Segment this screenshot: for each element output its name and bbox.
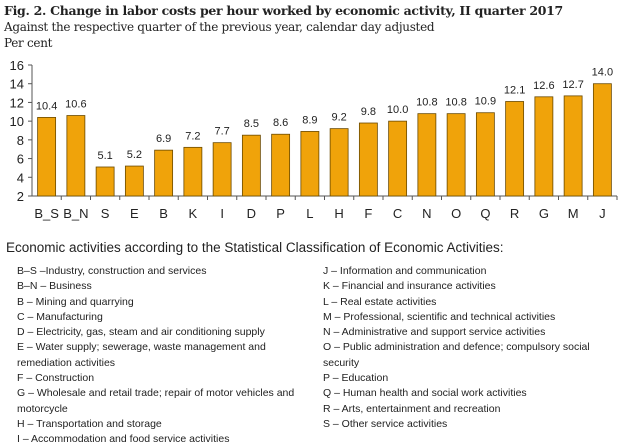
bar-G: [534, 96, 554, 197]
unit-label: Per cent: [4, 36, 53, 50]
legend-item: S – Other service activities: [323, 417, 448, 430]
x-tick-label: S: [101, 206, 110, 221]
legend-item: R – Arts, entertainment and recreation: [323, 402, 501, 415]
legend-item: K – Financial and insurance activities: [323, 280, 496, 293]
y-tick-label: 4: [17, 170, 24, 185]
bar-B: [154, 149, 174, 197]
bar-value-label: 8.9: [302, 114, 317, 126]
bar-value-label: 9.2: [331, 112, 346, 124]
legend-item: F – Construction: [17, 372, 95, 385]
y-tick-label: 16: [10, 58, 24, 73]
x-tick-label: K: [189, 206, 198, 221]
x-tick-label: B_N: [63, 206, 88, 221]
bar-value-label: 10.0: [387, 104, 408, 116]
legend-item: B – Mining and quarrying: [17, 295, 134, 308]
legend-item: I – Accommodation and food service activ…: [17, 433, 230, 446]
legend-left-column: B–S –Industry, construction and services…: [17, 264, 317, 448]
legend-item: J – Information and communication: [323, 265, 487, 277]
bar-P: [271, 133, 291, 197]
y-tick-label: 2: [17, 189, 24, 204]
bar-I: [212, 142, 232, 197]
bar-B_N: [66, 115, 86, 197]
x-tick-label: B: [159, 206, 168, 221]
bar-B_S: [37, 117, 57, 197]
bar-D: [241, 134, 261, 197]
bar-value-label: 12.1: [504, 84, 525, 96]
bar-Q: [475, 112, 495, 197]
bar-E: [124, 165, 144, 197]
legend-item: N – Administrative and support service a…: [323, 326, 546, 339]
legend-item: G – Wholesale and retail trade; repair o…: [17, 387, 295, 415]
x-tick-label: G: [539, 206, 549, 221]
legend-item: H – Transportation and storage: [17, 417, 162, 430]
bar-value-label: 9.8: [361, 106, 376, 118]
y-tick-label: 14: [10, 77, 24, 92]
bar-F: [358, 122, 378, 197]
x-tick-label: E: [130, 206, 139, 221]
chart-subtitle: Against the respective quarter of the pr…: [4, 20, 435, 34]
bar-value-label: 10.4: [36, 100, 57, 112]
bar-value-label: 8.5: [244, 118, 259, 130]
x-tick-label: I: [220, 206, 224, 221]
y-tick-label: 8: [17, 133, 24, 148]
bar-value-label: 5.1: [97, 150, 112, 162]
bar-value-label: 5.2: [127, 149, 142, 161]
bar-C: [388, 120, 408, 197]
bar-value-label: 12.6: [533, 80, 554, 92]
x-tick-label: C: [393, 206, 402, 221]
bar-M: [563, 95, 583, 197]
bar-value-label: 10.6: [65, 99, 86, 111]
chart-title: Fig. 2. Change in labor costs per hour w…: [4, 3, 563, 18]
x-tick-label: P: [276, 206, 285, 221]
bar-H: [329, 128, 349, 197]
legend-item: B–S –Industry, construction and services: [17, 265, 207, 277]
y-tick-label: 10: [10, 114, 24, 129]
bar-L: [300, 131, 320, 197]
legend-item: P – Education: [323, 372, 389, 385]
bar-value-label: 8.6: [273, 117, 288, 129]
bar-value-label: 12.7: [562, 79, 583, 91]
y-tick-label: 6: [17, 152, 24, 167]
x-tick-label: H: [334, 206, 343, 221]
legend-item: L – Real estate activities: [323, 295, 437, 308]
x-tick-label: N: [422, 206, 431, 221]
x-tick-label: F: [364, 206, 372, 221]
bar-value-label: 10.9: [475, 96, 496, 108]
legend-item: B–N – Business: [17, 280, 92, 293]
bar-J: [592, 83, 612, 197]
bar-O: [446, 113, 466, 197]
bar-N: [417, 113, 437, 197]
x-tick-label: J: [599, 206, 606, 221]
x-tick-label: B_S: [34, 206, 59, 221]
x-tick-label: Q: [480, 206, 490, 221]
bar-R: [505, 101, 525, 197]
x-tick-label: M: [568, 206, 579, 221]
legend-right-column: J – Information and communication K – Fin…: [323, 264, 618, 432]
legend-item: O – Public administration and defence; c…: [323, 341, 590, 369]
legend-item: D – Electricity, gas, steam and air cond…: [17, 326, 265, 339]
legend-item: Q – Human health and social work activit…: [323, 387, 527, 400]
x-tick-label: O: [451, 206, 461, 221]
bar-K: [183, 146, 203, 197]
legend-item: E – Water supply; sewerage, waste manage…: [17, 341, 266, 369]
bar-value-label: 7.7: [214, 126, 229, 138]
bar-value-label: 10.8: [416, 97, 437, 109]
x-tick-label: D: [247, 206, 256, 221]
legend-item: M – Professional, scientific and technic…: [323, 310, 556, 323]
bar-value-label: 10.8: [445, 97, 466, 109]
bar-S: [95, 166, 115, 197]
y-tick-label: 12: [10, 95, 24, 110]
bar-value-label: 7.2: [185, 130, 200, 142]
bar-value-label: 6.9: [156, 133, 171, 145]
x-tick-label: R: [510, 206, 519, 221]
legend-item: C – Manufacturing: [17, 310, 103, 323]
bar-value-label: 14.0: [592, 67, 613, 79]
bar-chart: 2 4 6 8 10 12 14 16 10.4 B_S 10.6 B_N 5.1 S 5.2 E 6.9 B 7.…: [10, 58, 618, 221]
legend-heading: Economic activities according to the Sta…: [6, 240, 504, 255]
x-tick-label: L: [306, 206, 313, 221]
